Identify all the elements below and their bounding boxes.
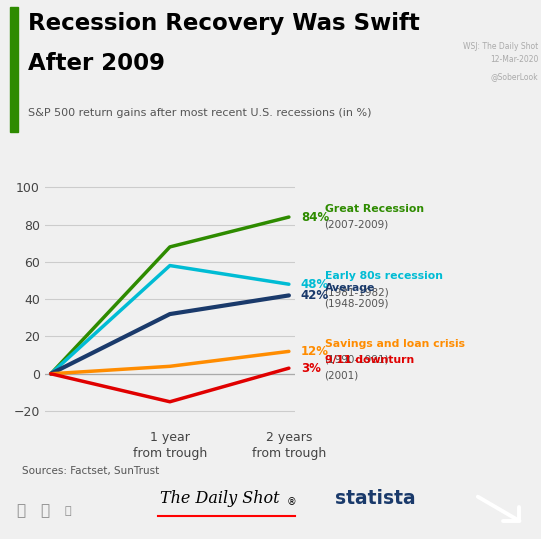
Text: S&P 500 return gains after most recent U.S. recessions (in %): S&P 500 return gains after most recent U… [28, 108, 372, 118]
Text: WSJ: The Daily Shot: WSJ: The Daily Shot [463, 42, 538, 51]
Text: Great Recession: Great Recession [325, 204, 424, 214]
Text: 12%: 12% [301, 345, 329, 358]
Text: Sources: Factset, SunTrust: Sources: Factset, SunTrust [22, 466, 159, 476]
Text: 🟰: 🟰 [65, 506, 71, 516]
Text: (2001): (2001) [325, 371, 359, 381]
Text: 9/11 downturn: 9/11 downturn [325, 355, 414, 365]
Text: (2007-2009): (2007-2009) [325, 220, 389, 230]
Text: statista: statista [335, 489, 416, 508]
Text: The Daily Shot: The Daily Shot [160, 489, 279, 507]
Text: (1981-1982): (1981-1982) [325, 287, 390, 297]
Text: 3%: 3% [301, 362, 321, 375]
Text: 42%: 42% [301, 289, 329, 302]
Text: (1990-1991): (1990-1991) [325, 354, 389, 364]
Text: 12-Mar-2020: 12-Mar-2020 [490, 55, 538, 64]
Text: ®: ® [287, 496, 296, 507]
Text: @SoberLook: @SoberLook [491, 72, 538, 81]
Text: (1948-2009): (1948-2009) [325, 298, 389, 308]
Text: Savings and loan crisis: Savings and loan crisis [325, 338, 465, 349]
Text: Recession Recovery Was Swift: Recession Recovery Was Swift [28, 12, 420, 35]
Text: Early 80s recession: Early 80s recession [325, 272, 443, 281]
Text: After 2009: After 2009 [28, 52, 165, 75]
Text: ⓘ: ⓘ [41, 503, 50, 519]
Text: Average: Average [325, 282, 375, 293]
Text: 84%: 84% [301, 211, 329, 224]
Text: 48%: 48% [301, 278, 329, 291]
Text: ⓒ: ⓒ [16, 503, 25, 519]
